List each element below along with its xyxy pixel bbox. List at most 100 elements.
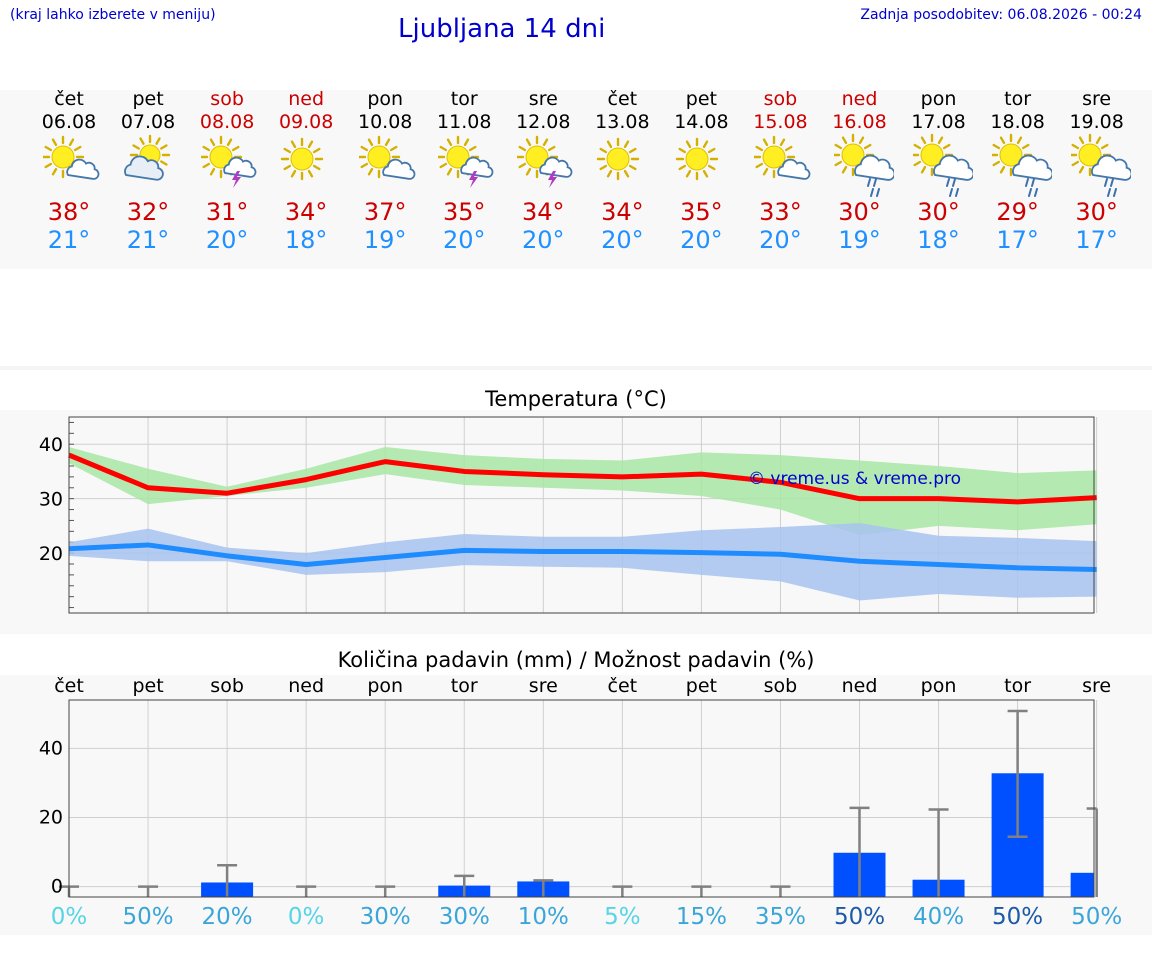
precipitation-day-label: čet (54, 675, 84, 697)
max-temperature: 30° (917, 198, 960, 226)
sun-cloud-icon (754, 135, 811, 180)
day-date: 18.08 (990, 111, 1045, 133)
day-date: 17.08 (911, 111, 966, 133)
day-date: 13.08 (595, 111, 650, 133)
sun-icon (676, 137, 719, 181)
sun-rain-icon (1070, 133, 1131, 197)
precipitation-error-bar (138, 885, 159, 897)
max-temperature: 34° (284, 198, 328, 226)
day-name: pet (132, 88, 164, 110)
temperature-plot-frame (68, 416, 1095, 614)
day-name: sob (210, 88, 244, 110)
precipitation-error-bar (454, 874, 475, 897)
min-temperature: 17° (996, 226, 1039, 254)
day-name: sre (528, 88, 558, 110)
precipitation-chance: 5% (604, 904, 641, 930)
precipitation-day-label: sre (1082, 675, 1112, 697)
day-date: 15.08 (753, 111, 808, 133)
min-temperature: 18° (284, 226, 328, 254)
city-select-hint: (kraj lahko izberete v meniju) (10, 7, 216, 23)
last-update: Zadnja posodobitev: 06.08.2026 - 00:24 (860, 7, 1142, 23)
max-temperature: 29° (996, 198, 1039, 226)
max-temperature: 34° (522, 198, 565, 226)
precipitation-day-label: pet (685, 675, 717, 697)
min-temperature: 18° (917, 226, 960, 254)
precipitation-chance: 20% (201, 904, 253, 930)
precipitation-chance: 50% (122, 904, 174, 930)
day-date: 12.08 (516, 111, 571, 133)
max-temperature: 30° (1075, 198, 1118, 226)
sun-thunderstorm-icon (517, 135, 573, 188)
precipitation-day-label: tor (450, 675, 478, 697)
divider (0, 366, 1152, 370)
y-tick-label: 20 (39, 807, 63, 829)
day-date: 16.08 (832, 111, 887, 133)
precipitation-day-label: pon (920, 675, 957, 697)
max-temperature: 32° (126, 198, 170, 226)
min-temperature: 17° (1075, 226, 1118, 254)
max-temperature-line (68, 452, 1097, 505)
max-temperature: 35° (442, 198, 486, 226)
precipitation-error-bar (1086, 807, 1098, 897)
precipitation-error-bar (770, 885, 791, 897)
precipitation-day-label: sre (528, 675, 558, 697)
temperature-chart-title: Temperatura (°C) (485, 387, 667, 411)
day-name: čet (607, 88, 638, 110)
y-tick-label: 20 (39, 543, 63, 565)
max-temperature: 38° (47, 198, 91, 226)
min-temperature: 20° (680, 226, 723, 254)
min-temperature: 20° (442, 226, 486, 254)
precipitation-day-label: pon (367, 675, 404, 697)
precipitation-error-bar (1007, 709, 1028, 839)
day-name: pon (920, 88, 957, 110)
day-date: 11.08 (437, 111, 492, 133)
precipitation-plot-frame (68, 699, 1095, 898)
precipitation-chance: 50% (992, 904, 1044, 930)
precipitation-chance: 30% (359, 904, 411, 930)
sun-cloud-icon (359, 135, 416, 180)
precipitation-chance: 40% (912, 904, 965, 930)
y-tick-label: 40 (39, 737, 63, 759)
y-tick-label: 40 (39, 434, 63, 456)
precipitation-error-bar (375, 885, 396, 897)
sun-thunderstorm-icon (438, 135, 494, 188)
min-temperature: 21° (126, 226, 170, 254)
min-temperature-line (68, 542, 1097, 572)
precipitation-error-bar (691, 885, 712, 897)
precipitation-error-bar (296, 885, 317, 897)
page-title: Ljubljana 14 dni (398, 14, 606, 44)
sun-icon (597, 137, 640, 181)
precipitation-chart-title: Količina padavin (mm) / Možnost padavin … (337, 648, 815, 672)
day-date: 10.08 (357, 111, 413, 133)
day-date: 07.08 (120, 111, 176, 133)
precipitation-bar (1070, 872, 1094, 897)
day-name: tor (1004, 88, 1032, 110)
sun-rain-icon (833, 133, 894, 197)
day-name: tor (450, 88, 478, 110)
precipitation-chance: 0% (287, 904, 325, 930)
max-temperature: 33° (759, 198, 802, 226)
precipitation-chance: 50% (833, 904, 886, 930)
max-temperature-range (69, 446, 1097, 536)
precipitation-day-label: ned (288, 675, 325, 697)
min-temperature: 20° (522, 226, 565, 254)
precipitation-chance: 50% (1071, 904, 1123, 930)
day-name: pet (685, 88, 717, 110)
day-date: 14.08 (674, 111, 729, 133)
y-tick-label: 0 (51, 876, 63, 898)
sun-rain-icon (912, 133, 973, 197)
precipitation-error-bar (217, 863, 238, 897)
day-date: 08.08 (199, 111, 255, 133)
max-temperature: 30° (838, 198, 881, 226)
precipitation-chance: 35% (754, 904, 806, 930)
day-date: 19.08 (1069, 111, 1124, 133)
day-date: 09.08 (278, 111, 334, 133)
min-temperature: 20° (205, 226, 249, 254)
max-temperature: 37° (363, 198, 407, 226)
day-name: pon (367, 88, 404, 110)
min-temperature: 21° (47, 226, 91, 254)
min-temperature: 20° (759, 226, 802, 254)
max-temperature: 34° (601, 198, 644, 226)
